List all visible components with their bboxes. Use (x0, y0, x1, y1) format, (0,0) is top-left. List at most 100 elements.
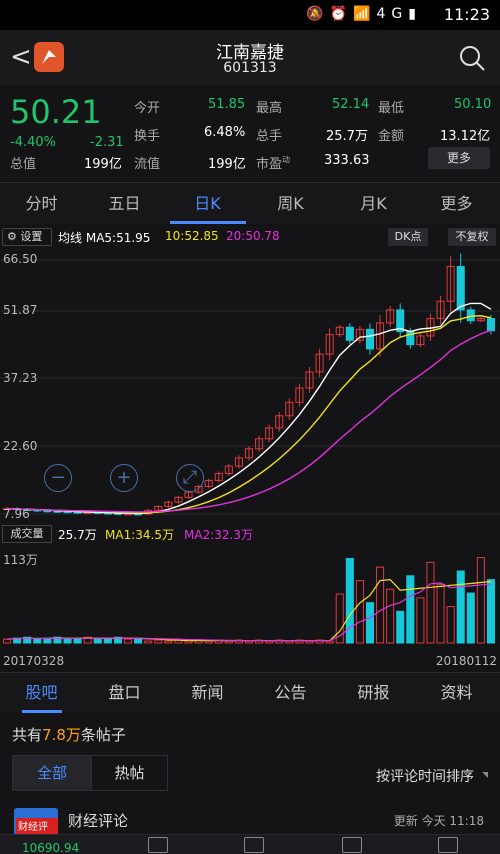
volume-ma2: MA2:32.3万 (184, 528, 253, 542)
ma5-line (7, 302, 492, 515)
volume-bar (164, 640, 173, 644)
high-value: 52.14 (332, 97, 370, 112)
grid-icon[interactable] (342, 837, 362, 853)
price-axis-label: 7.96 (3, 507, 30, 521)
ma20-line (7, 329, 492, 513)
candle (396, 309, 405, 333)
volume-ma1: MA1:34.5万 (105, 528, 174, 542)
volume-axis-label: 113万 (3, 553, 38, 567)
avatar[interactable]: 财经评论 (14, 808, 58, 848)
price-axis-label: 51.87 (3, 303, 38, 317)
app-logo (34, 42, 64, 72)
tab-intraday[interactable]: 分时 (25, 194, 58, 213)
tab-monthly-k[interactable]: 月K (360, 194, 387, 213)
volume-bar (144, 640, 153, 644)
high-label: 最高 (256, 101, 283, 116)
volume-bar (376, 566, 385, 644)
quote-panel: 50.21 -4.40% -2.31 总值 199亿 今开 51.85 最高 5… (0, 85, 500, 182)
volume-bar (476, 557, 485, 644)
zoom-out-button[interactable]: − (44, 464, 72, 492)
volume-bar (83, 636, 92, 644)
low-label: 最低 (378, 101, 405, 116)
filter-hot-button[interactable]: 热帖 (91, 756, 167, 790)
trade-icon[interactable] (148, 837, 168, 853)
ma-label: 均线 MA5:51.95 (58, 231, 151, 245)
zoom-in-button[interactable]: + (110, 464, 138, 492)
fullscreen-icon[interactable]: ⤢ (176, 464, 204, 492)
volume-chart[interactable]: 113万 (0, 545, 500, 645)
volume-bar (265, 640, 274, 644)
volume-bar (244, 640, 254, 644)
volume-bar (416, 597, 425, 644)
sort-dropdown[interactable]: 按评论时间排序 (376, 769, 474, 785)
share-icon[interactable] (438, 837, 458, 853)
active-tab-indicator (22, 710, 62, 713)
candle (335, 326, 344, 336)
volume-value: 25.7万 (58, 528, 97, 542)
volume-bar (123, 638, 133, 644)
active-tab-indicator (170, 221, 246, 224)
tab-daily-k[interactable]: 日K (194, 194, 221, 213)
change-amount: -2.31 (90, 135, 124, 150)
settings-button[interactable]: ⚙ 设置 (2, 228, 52, 246)
more-button[interactable]: 更多 (428, 147, 490, 169)
volume-bar (33, 638, 42, 644)
tab-announcements[interactable]: 公告 (274, 683, 307, 702)
volume-bar (113, 636, 122, 644)
post-author[interactable]: 财经评论 (68, 812, 129, 830)
candle (244, 448, 254, 459)
volume-bar (204, 640, 213, 644)
back-icon[interactable]: < (10, 42, 32, 72)
tab-forum[interactable]: 股吧 (25, 683, 58, 702)
ma-bar: ⚙ 设置 均线 MA5:51.95 10:52.85 20:50.78 DK点 … (0, 226, 500, 248)
tab-news[interactable]: 新闻 (191, 683, 224, 702)
volume-bar (93, 638, 102, 644)
candlestick-chart[interactable]: 66.50 51.87 37.23 22.60 7.96 − + ⤢ (0, 248, 500, 521)
volume-bar (365, 602, 375, 644)
candle (345, 326, 354, 341)
tab-more[interactable]: 更多 (440, 194, 473, 213)
volume-bar (63, 638, 72, 644)
candle (164, 501, 173, 507)
volume-bar (396, 610, 405, 644)
status-icons: 🔕⏰📶4G▮ (306, 6, 422, 22)
search-icon[interactable] (458, 44, 486, 72)
compose-icon[interactable] (244, 837, 264, 853)
turnover-value: 6.48% (204, 125, 246, 140)
adjustment-button[interactable]: 不复权 (448, 228, 496, 246)
open-value: 51.85 (208, 97, 246, 112)
volume-bar (285, 640, 294, 644)
volume-svg (3, 557, 495, 644)
volume-bar (355, 580, 364, 644)
tab-five-day[interactable]: 五日 (108, 194, 141, 213)
candle (376, 322, 385, 350)
period-tabs: 分时 五日 日K 周K 月K 更多 (0, 184, 500, 224)
filter-all-button[interactable]: 全部 (13, 756, 91, 790)
open-label: 今开 (134, 101, 161, 116)
total-mv: 199亿 (84, 157, 122, 172)
dk-button[interactable]: DK点 (388, 228, 428, 246)
amount-label: 金额 (378, 129, 405, 144)
volume-bar: 成交量 25.7万 MA1:34.5万 MA2:32.3万 (0, 523, 500, 545)
candle (386, 309, 395, 324)
current-price: 50.21 (10, 93, 102, 131)
candle (365, 328, 375, 350)
tab-orderbook[interactable]: 盘口 (108, 683, 141, 702)
candle (446, 266, 455, 302)
volume-bar (184, 640, 193, 644)
ma10-line (7, 315, 492, 514)
pe-value: 333.63 (324, 153, 370, 168)
candle (416, 335, 425, 346)
tab-profile[interactable]: 资料 (440, 683, 473, 702)
volume-indicator-button[interactable]: 成交量 (2, 525, 52, 543)
change-percent: -4.40% (10, 135, 56, 150)
volume-bar (154, 639, 163, 644)
volume-bar (426, 561, 435, 644)
logo-icon (42, 50, 56, 64)
tab-research[interactable]: 研报 (357, 683, 390, 702)
volume-bar (224, 640, 233, 644)
tab-weekly-k[interactable]: 周K (277, 194, 304, 213)
volume-bar (486, 579, 495, 644)
candle (436, 300, 445, 320)
volume-bar (456, 570, 465, 644)
